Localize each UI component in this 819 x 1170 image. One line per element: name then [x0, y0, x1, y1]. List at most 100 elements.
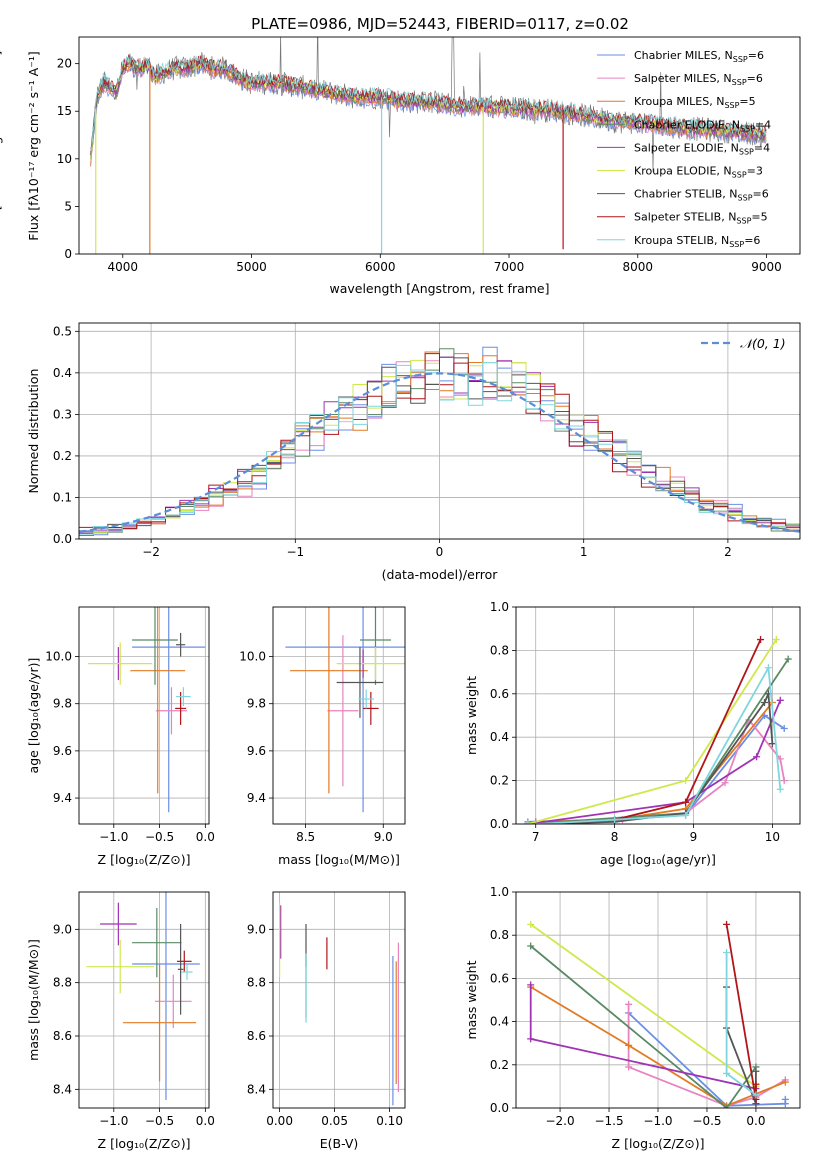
axes-frame	[78, 606, 210, 825]
chart-residuals: −2 −1 0 1 2 0.0 0.1 0.2 0.3 0.4 0.5 𝒩(0, 1) (data-mo…	[0, 322, 801, 582]
chart-weight-vs-age: 7 8 9 10 0.0 0.2 0.4 0.6 0.8 1.0 age [log₁₀(age/yr…	[464, 600, 801, 867]
plot-area	[90, 37, 767, 254]
chart-age-vs-Z: −1.0 −0.5 0.0 9.4 9.6 9.8 10.0 Z [log₁₀(Z/Z⊙)] a…	[26, 606, 215, 867]
y-axis-label: Flux [fλ10⁻¹⁷ erg cm⁻² s⁻¹ A⁻¹]	[0, 51, 3, 240]
marker-salpeter-miles	[625, 1063, 633, 1071]
x-tick-label: 8.5	[296, 830, 315, 844]
marker-chabrier-stelib	[768, 740, 776, 748]
chart-mass-vs-Z: −1.0 −0.5 0.0 8.4 8.6 8.8 9.0 Z [log₁₀(Z/Z⊙)] ma…	[26, 891, 215, 1151]
y-tick-label: 8.4	[247, 1082, 266, 1096]
gridlines	[79, 892, 209, 1108]
x-tick-label: −2.0	[545, 1114, 574, 1128]
y-tick-label: 1.0	[490, 600, 509, 614]
legend-sub: SSP	[729, 240, 744, 249]
marker-salpeter-elodie	[527, 1035, 535, 1043]
y-tick-label: 10	[57, 152, 72, 166]
marker-kroupa-stelib	[764, 664, 772, 672]
plot-area	[86, 892, 200, 1100]
marker-chabrier-stelib	[761, 698, 768, 706]
plot-area	[279, 902, 399, 1106]
y-tick-label: 0.2	[53, 449, 72, 463]
series-salpeter-stelib	[535, 639, 762, 824]
legend-eq: =6	[748, 49, 764, 62]
x-axis-label: age [log₁₀(age/yr)]	[600, 852, 716, 867]
legend-entry: Kroupa STELIB, NSSP=6	[634, 234, 760, 249]
x-tick-label: 0.05	[321, 1114, 348, 1128]
y-tick-label: 9.6	[53, 744, 72, 758]
y-tick-label: 9.8	[53, 697, 72, 711]
legend-label: Chabrier MILES, N	[634, 49, 733, 62]
marker-chabrier-miles	[781, 1095, 789, 1103]
series-salpeter-elodie	[527, 699, 782, 824]
x-tick-label: 0.0	[746, 1114, 765, 1128]
plot-area	[285, 607, 405, 813]
legend-entry: Kroupa MILES, NSSP=5	[634, 95, 756, 110]
legend-eq: =6	[744, 234, 760, 247]
x-tick-label: 7	[532, 830, 540, 844]
series-chabrier-elodie	[527, 658, 789, 824]
histogram-kroupa-stelib	[79, 362, 800, 536]
y-axis-label: Normed distribution	[0, 369, 3, 494]
y-tick-label: 0	[64, 247, 72, 261]
y-tick-label: 1.0	[490, 885, 509, 899]
marker-salpeter-elodie	[527, 981, 535, 989]
y-tick-label: 15	[57, 104, 72, 118]
y-tick-label: 10.0	[45, 650, 72, 664]
y-tick-label: 5	[64, 199, 72, 213]
legend-label: Kroupa MILES, N	[634, 95, 724, 108]
y-axis-label: age [log₁₀(age/yr)]	[26, 658, 41, 774]
y-tick-label: 9.4	[53, 791, 72, 805]
y-axis-label: mass weight	[464, 960, 479, 1039]
legend-label: Chabrier STELIB, N	[634, 188, 738, 201]
legend-eq: =5	[739, 95, 755, 108]
legend-eq: =3	[747, 165, 763, 178]
y-axis-label: Normed distribution	[26, 369, 41, 494]
x-tick-label: 1	[580, 545, 588, 559]
marker-kroupa-stelib	[682, 811, 690, 819]
model-spectrum-kroupa-stelib	[90, 55, 767, 152]
x-tick-label: 0.0	[196, 830, 215, 844]
axes-frame	[78, 36, 801, 255]
legend-eq: =6	[753, 188, 769, 201]
y-tick-label: 8.6	[53, 1029, 72, 1043]
marker-chabrier-elodie	[784, 655, 792, 663]
chart-mass-vs-EBV: 0.00 0.05 0.10 8.4 8.6 8.8 9.0 E(B-V)	[247, 891, 406, 1151]
marker-chabrier-stelib	[752, 1067, 760, 1075]
x-tick-label: −0.5	[692, 1114, 721, 1128]
marker-kroupa-stelib	[611, 816, 619, 824]
legend-sub: SSP	[738, 194, 753, 203]
x-tick-label: −1.0	[99, 1114, 128, 1128]
y-tick-label: 0.8	[490, 928, 509, 942]
legend-entry: Kroupa ELODIE, NSSP=3	[634, 165, 763, 180]
histogram-salpeter-stelib	[79, 353, 800, 531]
x-tick-label: 8000	[623, 260, 654, 274]
axes-frame	[78, 322, 801, 540]
marker-salpeter-stelib	[723, 920, 731, 928]
y-tick-label: 8.4	[53, 1082, 72, 1096]
marker-salpeter-elodie	[753, 753, 761, 761]
x-tick-label: −0.5	[145, 830, 174, 844]
chart-spectrum: 4000 5000 6000 7000 8000 9000 0 5 10 15 20 PLATE=09…	[0, 15, 801, 296]
marker-salpeter-miles	[721, 779, 729, 787]
series-salpeter-elodie	[529, 984, 757, 1104]
x-tick-label: 0.0	[196, 1114, 215, 1128]
marker-kroupa-elodie	[527, 920, 535, 928]
axes-frame	[515, 891, 801, 1109]
y-tick-label: 8.6	[247, 1029, 266, 1043]
legend-label: Kroupa STELIB, N	[634, 234, 729, 247]
legend-label: Chabrier ELODIE, N	[634, 118, 740, 131]
marker-chabrier-elodie	[527, 942, 535, 950]
x-axis-label: wavelength [Angstrom, rest frame]	[329, 281, 549, 296]
y-tick-label: 8.8	[247, 976, 266, 990]
x-tick-label: 0	[436, 545, 444, 559]
legend-sub: SSP	[736, 217, 751, 226]
marker-kroupa-stelib	[723, 1069, 731, 1077]
x-axis-label: E(B-V)	[320, 1136, 359, 1151]
series-kroupa-miles	[535, 701, 774, 823]
chart-title: PLATE=0986, MJD=52443, FIBERID=0117, z=0…	[251, 15, 629, 33]
x-tick-label: 7000	[494, 260, 525, 274]
series-chabrier-stelib	[535, 693, 774, 824]
x-tick-label: 4000	[108, 260, 139, 274]
y-axis-label: mass weight	[464, 676, 479, 755]
